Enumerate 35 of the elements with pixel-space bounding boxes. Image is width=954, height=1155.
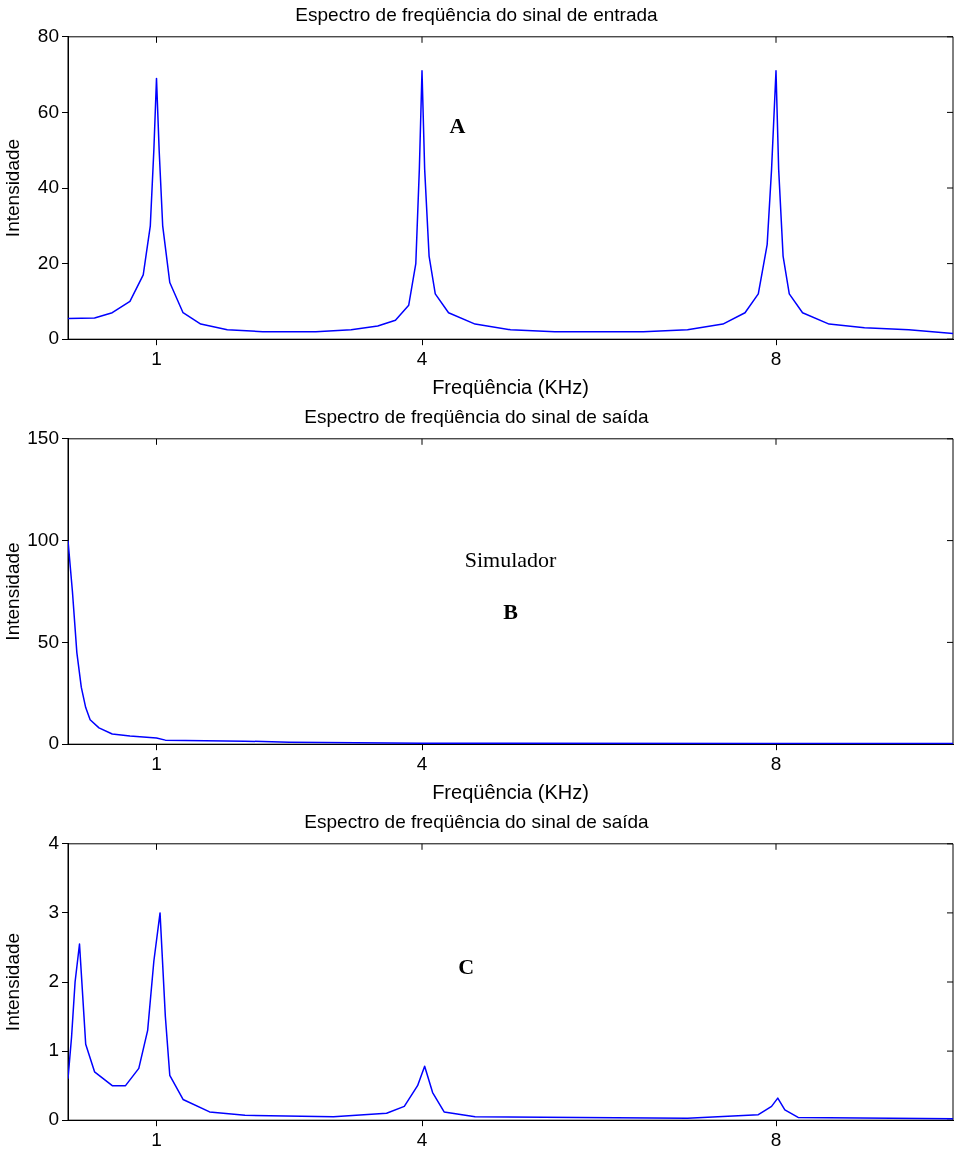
y-tick-label: 1 bbox=[48, 1039, 59, 1061]
chart-title: Espectro de freqüência do sinal de saída bbox=[304, 405, 650, 427]
x-tick-label: 1 bbox=[151, 347, 162, 369]
y-tick-label: 80 bbox=[37, 25, 59, 47]
x-tick-label: 8 bbox=[770, 752, 782, 774]
y-tick-label: 3 bbox=[48, 901, 59, 923]
y-tick-label: 50 bbox=[37, 630, 59, 652]
y-tick-label: 60 bbox=[37, 100, 59, 122]
y-axis-title: Intensidade bbox=[1, 542, 23, 641]
y-tick-label: 20 bbox=[37, 251, 59, 273]
y-tick-label: 4 bbox=[48, 832, 60, 854]
y-axis-title: Intensidade bbox=[1, 138, 23, 238]
y-tick-label: 150 bbox=[27, 427, 59, 449]
y-tick-label: 0 bbox=[48, 327, 59, 349]
x-axis-title: Freqüência (KHz) bbox=[432, 780, 589, 803]
annotation: C bbox=[458, 953, 475, 979]
y-tick-label: 0 bbox=[48, 732, 59, 754]
y-axis-title: Intensidade bbox=[1, 932, 23, 1032]
annotation: Simulador bbox=[464, 546, 557, 572]
y-tick-label: 40 bbox=[37, 176, 59, 198]
x-tick-label: 8 bbox=[770, 1128, 782, 1150]
x-tick-label: 4 bbox=[416, 752, 428, 774]
x-tick-label: 4 bbox=[416, 1128, 428, 1150]
x-tick-label: 1 bbox=[151, 1128, 162, 1150]
chart-title: Espectro de freqüência do sinal de saída bbox=[304, 810, 650, 832]
annotation: B bbox=[503, 598, 519, 624]
x-tick-label: 8 bbox=[770, 347, 782, 369]
y-tick-label: 2 bbox=[48, 970, 59, 992]
annotation: A bbox=[449, 113, 466, 139]
x-tick-label: 1 bbox=[151, 752, 162, 774]
x-axis-title: Freqüência (KHz) bbox=[432, 375, 589, 398]
y-tick-label: 100 bbox=[27, 528, 59, 550]
x-tick-label: 4 bbox=[416, 347, 428, 369]
chart-title: Espectro de freqüência do sinal de entrada bbox=[295, 3, 659, 25]
y-tick-label: 0 bbox=[48, 1108, 59, 1130]
